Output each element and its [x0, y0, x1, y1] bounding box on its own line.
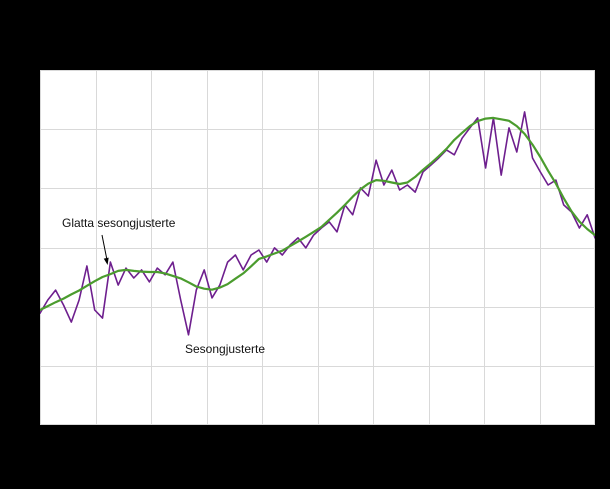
- line-chart: [40, 70, 595, 425]
- plot-area: Glatta sesongjusterte Sesongjusterte: [40, 70, 595, 425]
- series-glatta-sesongjusterte: [40, 116, 595, 312]
- smoothed-series-label: Glatta sesongjusterte: [62, 216, 176, 230]
- seasonal-series-label: Sesongjusterte: [185, 342, 266, 356]
- series-sesongjusterte: [40, 111, 595, 336]
- annotation-arrow-icon: [101, 234, 109, 265]
